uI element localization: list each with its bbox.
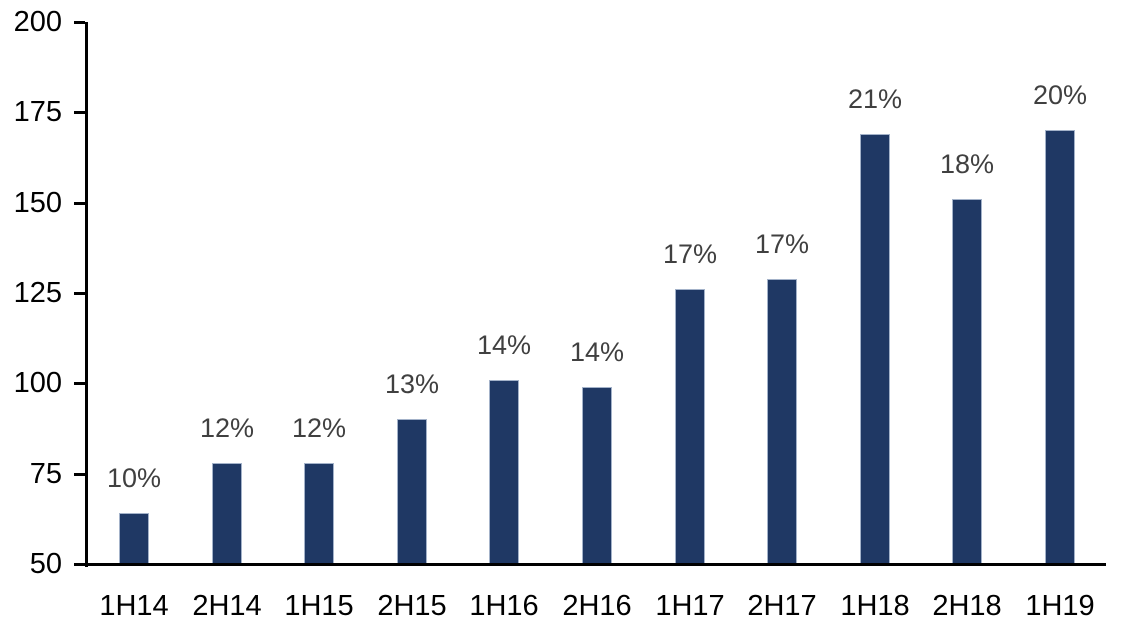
x-tick-label: 2H15 — [377, 590, 447, 622]
y-tick-mark — [74, 111, 85, 115]
y-tick-mark — [74, 21, 85, 24]
bar-value-label: 21% — [847, 84, 903, 114]
bar — [767, 279, 797, 564]
y-tick-label: 175 — [13, 96, 62, 129]
x-tick-label: 1H19 — [1025, 590, 1095, 622]
bar-value-label: 10% — [106, 463, 162, 493]
bar — [489, 380, 519, 564]
bar — [212, 463, 242, 564]
x-tick-label: 1H18 — [840, 590, 910, 622]
y-tick-mark — [74, 472, 85, 476]
x-tick-label: 2H16 — [562, 590, 632, 622]
y-tick-label: 200 — [13, 6, 62, 38]
y-axis-line — [85, 22, 88, 567]
y-tick-label: 50 — [29, 548, 62, 580]
bar — [304, 463, 334, 564]
bar-value-label: 17% — [662, 239, 718, 269]
y-tick-mark — [74, 382, 85, 386]
bar — [860, 134, 890, 564]
x-tick-label: 2H14 — [192, 590, 262, 622]
x-tick-label: 1H17 — [655, 590, 725, 622]
bar — [582, 387, 612, 564]
bar — [952, 199, 982, 564]
y-tick-mark — [74, 201, 85, 205]
y-tick-label: 100 — [13, 367, 62, 400]
x-tick-label: 1H16 — [469, 590, 539, 622]
y-tick-label: 75 — [29, 457, 62, 490]
x-tick-label: 2H18 — [932, 590, 1002, 622]
x-tick-label: 2H17 — [747, 590, 817, 622]
bar-value-label: 17% — [754, 229, 810, 259]
bar-value-label: 13% — [384, 369, 440, 399]
x-tick-label: 1H15 — [284, 590, 354, 622]
bar-value-label: 14% — [569, 337, 625, 367]
bar-value-label: 20% — [1032, 80, 1088, 110]
y-tick-label: 150 — [13, 186, 62, 219]
bar-value-label: 12% — [199, 413, 255, 443]
y-tick-label: 125 — [13, 277, 62, 309]
bar — [397, 419, 427, 564]
bar — [675, 289, 705, 564]
bar-value-label: 18% — [939, 149, 995, 179]
bar-value-label: 14% — [476, 330, 532, 360]
y-tick-mark — [74, 292, 85, 295]
x-tick-label: 1H14 — [99, 590, 169, 622]
bar-value-label: 12% — [291, 413, 347, 443]
x-axis-line — [85, 563, 1106, 566]
bar — [119, 513, 149, 564]
bar — [1045, 130, 1075, 564]
y-tick-mark — [74, 563, 85, 566]
